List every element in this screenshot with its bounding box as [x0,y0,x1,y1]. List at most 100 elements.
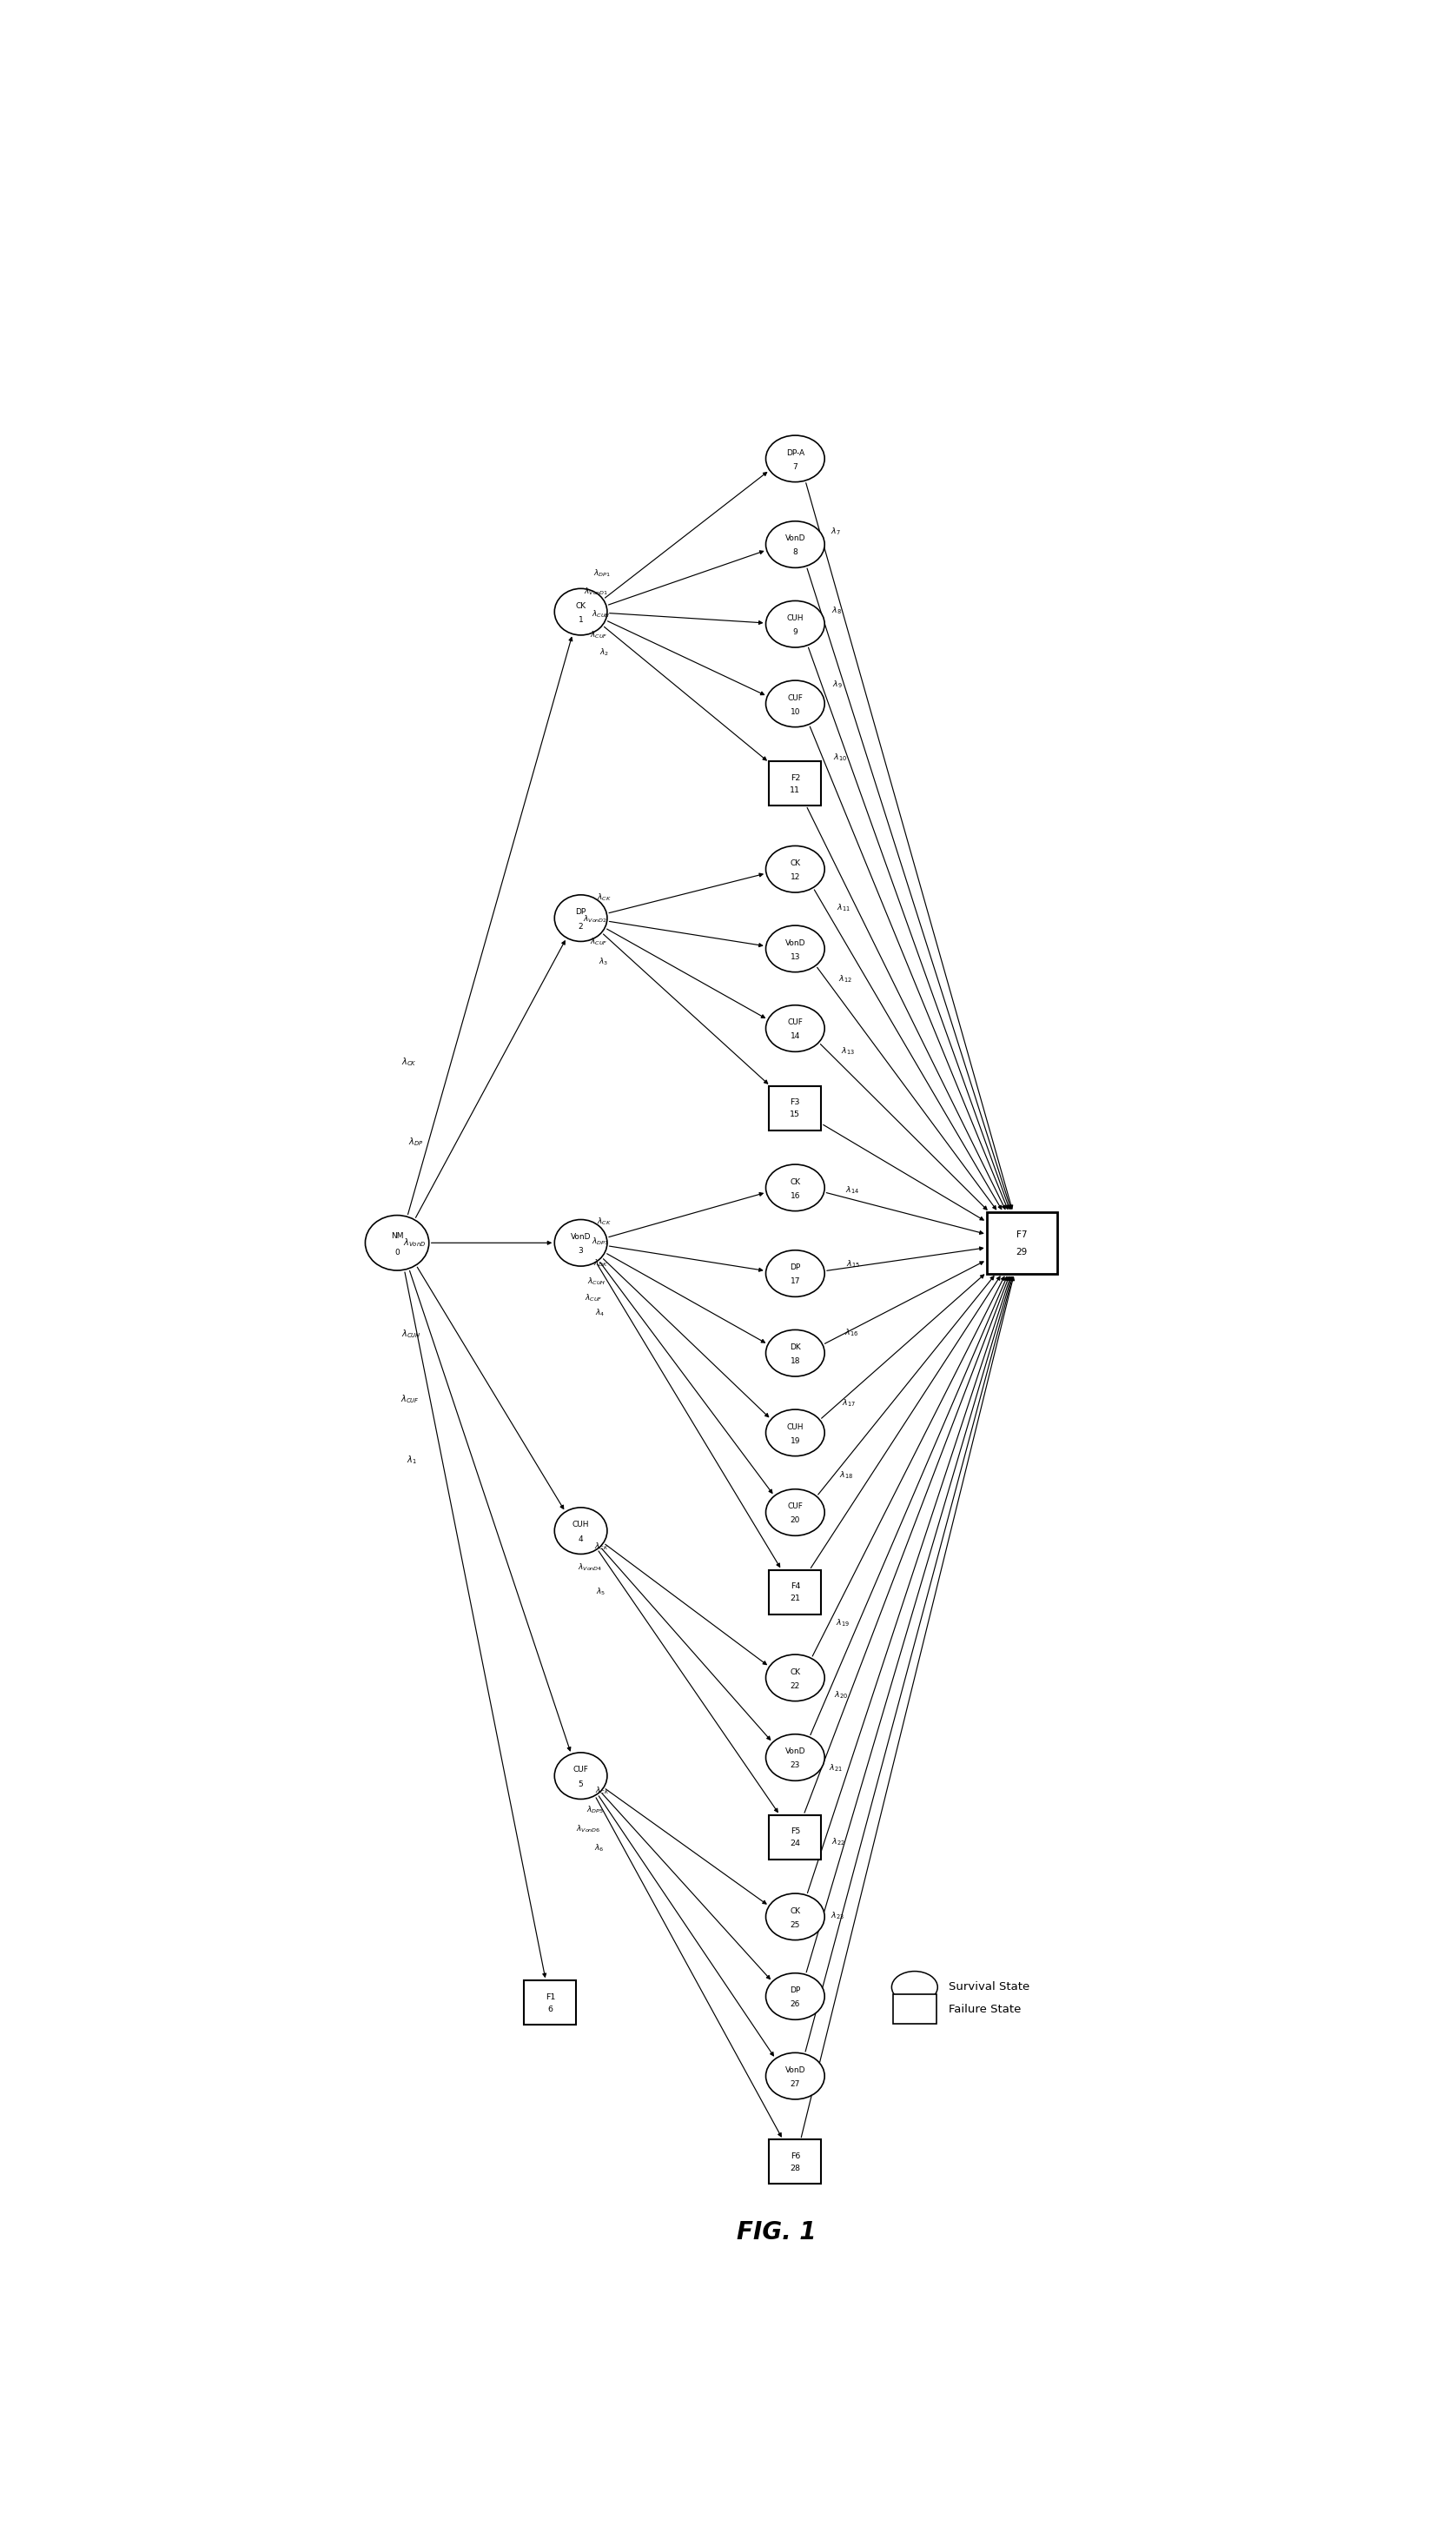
Text: Failure State: Failure State [948,2004,1021,2014]
Text: $\lambda_{CUH}$: $\lambda_{CUH}$ [591,608,610,619]
Bar [769,1571,821,1614]
Text: CUH: CUH [786,614,804,621]
Bar [893,1994,936,2024]
Text: CUF: CUF [788,1018,802,1026]
Text: F3: F3 [791,1100,801,1108]
Text: $\lambda_{VonD2}$: $\lambda_{VonD2}$ [584,914,607,924]
Ellipse shape [766,1489,824,1535]
Text: DK: DK [789,1344,801,1352]
Text: 5: 5 [578,1780,584,1787]
Text: $\lambda_{15}$: $\lambda_{15}$ [846,1258,859,1270]
Text: 26: 26 [791,2001,801,2009]
Ellipse shape [766,601,824,647]
Text: $\lambda_{6}$: $\lambda_{6}$ [594,1843,604,1853]
Text: 7: 7 [792,463,798,471]
Ellipse shape [555,588,607,634]
Text: $\lambda_{18}$: $\lambda_{18}$ [839,1469,853,1479]
Text: 27: 27 [791,2080,801,2088]
Ellipse shape [555,1220,607,1265]
Text: 25: 25 [791,1922,801,1930]
Text: VonD: VonD [785,2067,805,2075]
Bar [769,1815,821,1859]
Ellipse shape [555,1752,607,1800]
Ellipse shape [555,894,607,942]
Text: $\lambda_{23}$: $\lambda_{23}$ [830,1910,844,1920]
Text: 18: 18 [791,1357,801,1365]
Text: 24: 24 [791,1841,801,1848]
Text: $\lambda_{22}$: $\lambda_{22}$ [831,1836,846,1848]
Text: 10: 10 [791,708,801,715]
Text: $\lambda_{10}$: $\lambda_{10}$ [833,751,847,764]
Ellipse shape [766,1410,824,1456]
Text: 1: 1 [578,616,584,624]
Text: 20: 20 [791,1517,801,1525]
Text: $\lambda_{VonD4}$: $\lambda_{VonD4}$ [578,1561,603,1573]
Text: VonD: VonD [785,535,805,542]
Text: 4: 4 [578,1535,584,1543]
Text: CK: CK [791,1668,801,1675]
Text: 22: 22 [791,1683,801,1691]
Text: 29: 29 [1016,1248,1028,1255]
Text: $\lambda_{12}$: $\lambda_{12}$ [839,973,852,985]
Text: DP: DP [575,909,587,917]
Text: 6: 6 [547,2006,553,2014]
Text: DP-A: DP-A [786,448,804,456]
Ellipse shape [766,435,824,481]
Text: 3: 3 [578,1248,584,1255]
Ellipse shape [766,1006,824,1051]
Ellipse shape [766,1250,824,1296]
Text: DP: DP [789,1986,801,1994]
Text: F7: F7 [1016,1230,1028,1240]
Text: $\lambda_{DP1}$: $\lambda_{DP1}$ [593,568,610,578]
Text: $\lambda_{20}$: $\lambda_{20}$ [834,1691,847,1701]
Text: 9: 9 [792,629,798,636]
Text: $\lambda_{21}$: $\lambda_{21}$ [828,1762,843,1775]
Ellipse shape [766,1655,824,1701]
Text: VonD: VonD [785,1747,805,1757]
Text: Survival State: Survival State [948,1981,1029,1994]
Text: $\lambda_{VonD1}$: $\lambda_{VonD1}$ [584,586,609,596]
Text: $\lambda_{3}$: $\lambda_{3}$ [598,957,609,967]
Text: $\lambda_{CK}$: $\lambda_{CK}$ [400,1057,416,1067]
Text: $\lambda_{7}$: $\lambda_{7}$ [830,527,840,537]
Ellipse shape [766,1164,824,1212]
Text: $\lambda_{DP}$: $\lambda_{DP}$ [408,1136,424,1148]
Text: F4: F4 [791,1584,801,1591]
Text: $\lambda_{16}$: $\lambda_{16}$ [844,1326,858,1339]
Ellipse shape [891,1971,938,2004]
Bar [524,1981,577,2024]
Bar [769,1087,821,1130]
Text: $\lambda_{CK}$: $\lambda_{CK}$ [597,891,612,904]
Text: CUF: CUF [788,1502,802,1510]
Text: $\lambda_{DK}$: $\lambda_{DK}$ [594,1258,609,1268]
Bar [769,761,821,805]
Text: $\lambda_{CUF}$: $\lambda_{CUF}$ [590,629,609,642]
Text: $\lambda_{CUF}$: $\lambda_{CUF}$ [585,1293,603,1304]
Text: VonD: VonD [571,1232,591,1240]
Text: 23: 23 [791,1762,801,1769]
Text: $\lambda_{1}$: $\lambda_{1}$ [408,1454,418,1466]
Ellipse shape [766,522,824,568]
Text: 21: 21 [791,1594,801,1601]
Text: $\lambda_{19}$: $\lambda_{19}$ [836,1617,849,1627]
Text: CK: CK [791,1907,801,1915]
Text: NM: NM [390,1232,403,1240]
Bar [987,1212,1057,1273]
Text: F2: F2 [791,774,801,782]
Text: 13: 13 [791,952,801,960]
Ellipse shape [555,1507,607,1553]
Text: $\lambda_{CK}$: $\lambda_{CK}$ [594,1785,609,1795]
Text: F6: F6 [791,2151,801,2159]
Text: $\lambda_{4}$: $\lambda_{4}$ [596,1306,604,1319]
Text: $\lambda_{CUF}$: $\lambda_{CUF}$ [590,937,607,947]
Ellipse shape [766,680,824,728]
Ellipse shape [766,1329,824,1377]
Ellipse shape [766,1734,824,1780]
Text: $\lambda_{CUF}$: $\lambda_{CUF}$ [400,1393,419,1405]
Text: $\lambda_{CUH}$: $\lambda_{CUH}$ [587,1276,606,1286]
Text: $\lambda_{CK}$: $\lambda_{CK}$ [594,1540,609,1553]
Text: 14: 14 [791,1034,801,1041]
Text: $\lambda_{CUH}$: $\lambda_{CUH}$ [402,1329,422,1339]
Text: VonD: VonD [785,939,805,947]
Text: $\lambda_{VonD6}$: $\lambda_{VonD6}$ [575,1823,600,1833]
